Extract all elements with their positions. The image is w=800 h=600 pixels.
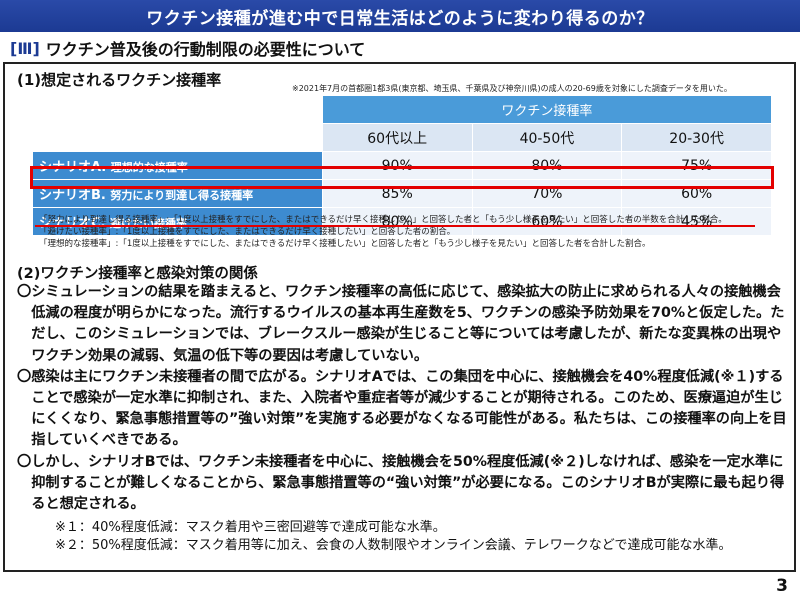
bullet-list: 〇シミュレーションの結果を踏まえると、ワクチン接種率の高低に応じて、感染拡大の防… <box>17 282 787 515</box>
row-label-main: シナリオA. <box>39 160 107 175</box>
note-line: 「避けたい接種率」:「1度以上接種をすでにした、またはできるだけ早く接種したい」… <box>39 227 456 237</box>
part1-heading: (1)想定されるワクチン接種率 <box>17 71 222 89</box>
section-title: ワクチン普及後の行動制限の必要性について <box>45 40 366 59</box>
table-cell: 60% <box>621 179 772 208</box>
bullet-item: 〇しかし、シナリオBでは、ワクチン未接種者を中心に、接触機会を50%程度低減(※… <box>17 453 785 513</box>
age-header: 60代以上 <box>321 123 473 152</box>
table-cell: 80% <box>321 207 473 236</box>
table-row-scenario-b: シナリオB. 努力により到達し得る接種率 85% 70% 60% <box>32 179 772 208</box>
table-group-header: ワクチン接種率 <box>321 95 773 124</box>
footnote: ※２：50%程度低減：マスク着用等に加え、会食の人数制限やオンライン会議、テレワ… <box>55 538 732 553</box>
row-label-sub: 理想的な接種率 <box>110 161 188 174</box>
vaccination-rate-table: ワクチン接種率 60代以上 40-50代 20-30代 シナリオA. 理想的な接… <box>32 95 773 236</box>
age-header: 40-50代 <box>471 123 623 152</box>
table-corner <box>32 123 323 152</box>
bullet-item: 〇感染は主にワクチン未接種者の間で広がる。シナリオAでは、この集団を中心に、接触… <box>17 368 787 449</box>
red-underline <box>35 225 755 227</box>
row-label: シナリオA. 理想的な接種率 <box>32 151 323 180</box>
banner-title: ワクチン接種が進む中で日常生活はどのように変わり得るのか？ <box>146 8 654 29</box>
table-cell: 90% <box>321 151 473 180</box>
survey-note: ※2021年7月の首都圏1都3県(東京都、埼玉県、千葉県及び神奈川県)の成人の2… <box>292 84 732 93</box>
table-cell: 85% <box>321 179 473 208</box>
row-label: シナリオC. 避けたい接種率 <box>32 207 323 236</box>
footnote: ※１：40%程度低減：マスク着用や三密回避等で達成可能な水準。 <box>55 520 446 535</box>
table-cell: 80% <box>471 151 623 180</box>
section-header: [Ⅲ] ワクチン普及後の行動制限の必要性について <box>0 34 800 62</box>
bullet-item: 〇シミュレーションの結果を踏まえると、ワクチン接種率の高低に応じて、感染拡大の防… <box>17 284 785 364</box>
part2-heading: (2)ワクチン接種率と感染対策の関係 <box>17 266 258 282</box>
table-row-scenario-a: シナリオA. 理想的な接種率 90% 80% 75% <box>32 151 772 180</box>
row-label-main: シナリオB. <box>39 188 106 203</box>
row-label: シナリオB. 努力により到達し得る接種率 <box>32 179 323 208</box>
definition-notes: 「努力により到達し得る接種率」:「1度以上接種をすでにした、またはできるだけ早く… <box>39 214 727 250</box>
table-cell: 75% <box>621 151 772 180</box>
table-cell: 45% <box>621 207 772 236</box>
row-label-sub: 努力により到達し得る接種率 <box>110 189 254 202</box>
note-line: 「理想的な接種率」:「1度以上接種をすでにした、またはできるだけ早く接種したい」… <box>39 239 651 249</box>
content-box: (1)想定されるワクチン接種率 ※2021年7月の首都圏1都3県(東京都、埼玉県… <box>3 62 796 572</box>
title-banner: ワクチン接種が進む中で日常生活はどのように変わり得るのか？ <box>0 0 800 32</box>
table-cell: 70% <box>471 179 623 208</box>
table-cell: 60% <box>471 207 623 236</box>
section-number: [Ⅲ] <box>10 38 40 58</box>
table-corner <box>32 95 323 124</box>
note-line: 「努力により到達し得る接種率」:「1度以上接種をすでにした、またはできるだけ早く… <box>39 215 727 225</box>
row-label-main: シナリオC. <box>39 216 106 231</box>
table-row-scenario-c: シナリオC. 避けたい接種率 80% 60% 45% <box>32 207 772 236</box>
footnotes: ※１：40%程度低減：マスク着用や三密回避等で達成可能な水準。 ※２：50%程度… <box>55 519 732 555</box>
age-header: 20-30代 <box>621 123 772 152</box>
page-number: 3 <box>776 576 788 596</box>
